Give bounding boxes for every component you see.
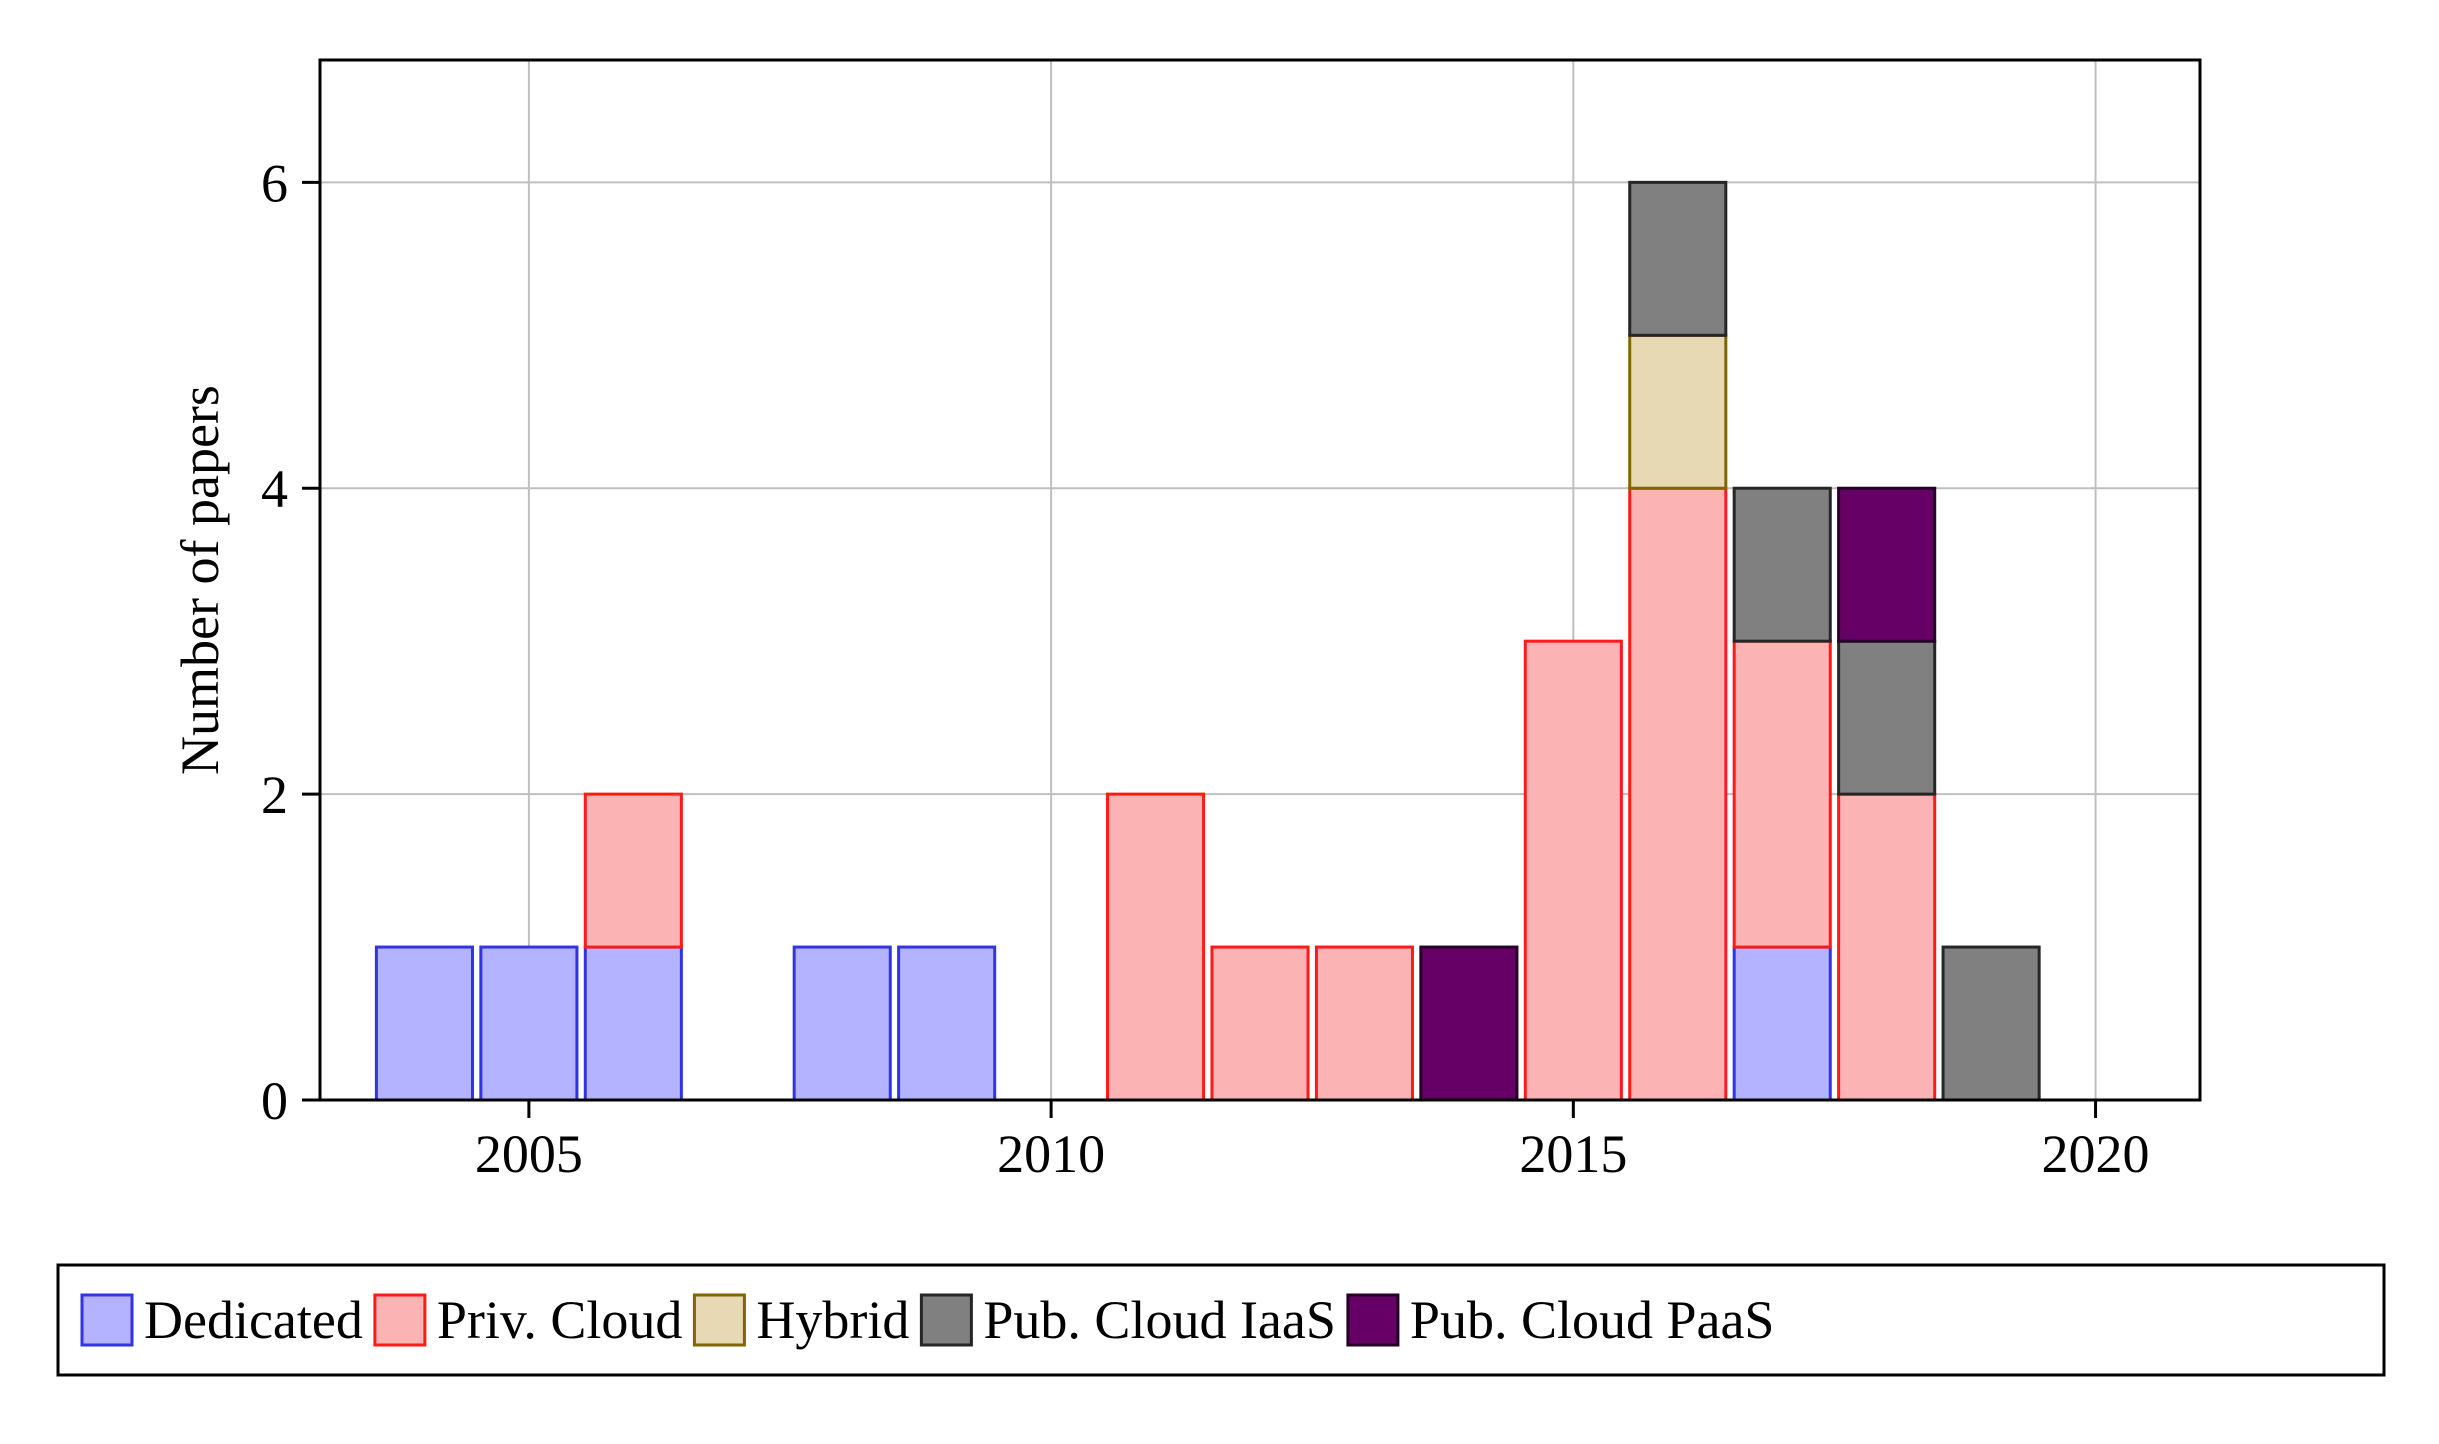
bar-priv_cloud-2013: [1316, 947, 1412, 1100]
bar-priv_cloud-2012: [1212, 947, 1308, 1100]
bar-dedicated-2006: [585, 947, 681, 1100]
chart-background: [0, 0, 2439, 1444]
bar-priv_cloud-2011: [1108, 794, 1204, 1100]
legend: Dedicated Priv. Cloud Hybrid Pub. Cloud Iaa…: [58, 1265, 2384, 1375]
bar-pub_iaas-2018: [1839, 641, 1935, 794]
chart-container: 2005 2010 2015 2020 0 2 4 6 Number of papers Dedi…: [0, 0, 2439, 1444]
y-tick-label: 4: [261, 459, 288, 519]
bar-priv_cloud-2006: [585, 794, 681, 947]
x-tick-label: 2010: [997, 1124, 1105, 1184]
bar-hybrid-2016: [1630, 335, 1726, 488]
x-tick-label: 2015: [1519, 1124, 1627, 1184]
legend-swatch-hybrid: [694, 1295, 744, 1345]
bar-dedicated-2017: [1734, 947, 1830, 1100]
legend-label-pub_iaas: Pub. Cloud IaaS: [983, 1290, 1336, 1350]
bar-priv_cloud-2016: [1630, 488, 1726, 1100]
x-tick-label: 2005: [475, 1124, 583, 1184]
bar-priv_cloud-2017: [1734, 641, 1830, 947]
y-tick-label: 0: [261, 1071, 288, 1131]
bar-pub_iaas-2016: [1630, 182, 1726, 335]
legend-label-priv_cloud: Priv. Cloud: [437, 1290, 683, 1350]
y-tick-label: 6: [261, 153, 288, 213]
legend-swatch-priv_cloud: [375, 1295, 425, 1345]
x-tick-label: 2020: [2042, 1124, 2150, 1184]
bar-pub_iaas-2017: [1734, 488, 1830, 641]
bar-dedicated-2009: [899, 947, 995, 1100]
legend-label-pub_paas: Pub. Cloud PaaS: [1410, 1290, 1775, 1350]
y-axis-label: Number of papers: [170, 385, 230, 775]
bar-dedicated-2004: [376, 947, 472, 1100]
bar-priv_cloud-2015: [1525, 641, 1621, 1100]
legend-label-hybrid: Hybrid: [756, 1290, 909, 1350]
bar-dedicated-2005: [481, 947, 577, 1100]
bar-priv_cloud-2018: [1839, 794, 1935, 1100]
bar-dedicated-2008: [794, 947, 890, 1100]
y-tick-label: 2: [261, 765, 288, 825]
bar-pub_iaas-2019: [1943, 947, 2039, 1100]
stacked-bar-chart: 2005 2010 2015 2020 0 2 4 6 Number of papers Dedi…: [0, 0, 2439, 1444]
legend-swatch-dedicated: [82, 1295, 132, 1345]
bar-pub_paas-2018: [1839, 488, 1935, 641]
legend-label-dedicated: Dedicated: [144, 1290, 363, 1350]
bar-pub_paas-2014: [1421, 947, 1517, 1100]
legend-swatch-pub_paas: [1348, 1295, 1398, 1345]
legend-swatch-pub_iaas: [921, 1295, 971, 1345]
